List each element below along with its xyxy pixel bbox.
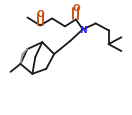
Text: O: O bbox=[36, 10, 44, 19]
Text: N: N bbox=[79, 26, 87, 34]
Text: O: O bbox=[72, 4, 80, 13]
